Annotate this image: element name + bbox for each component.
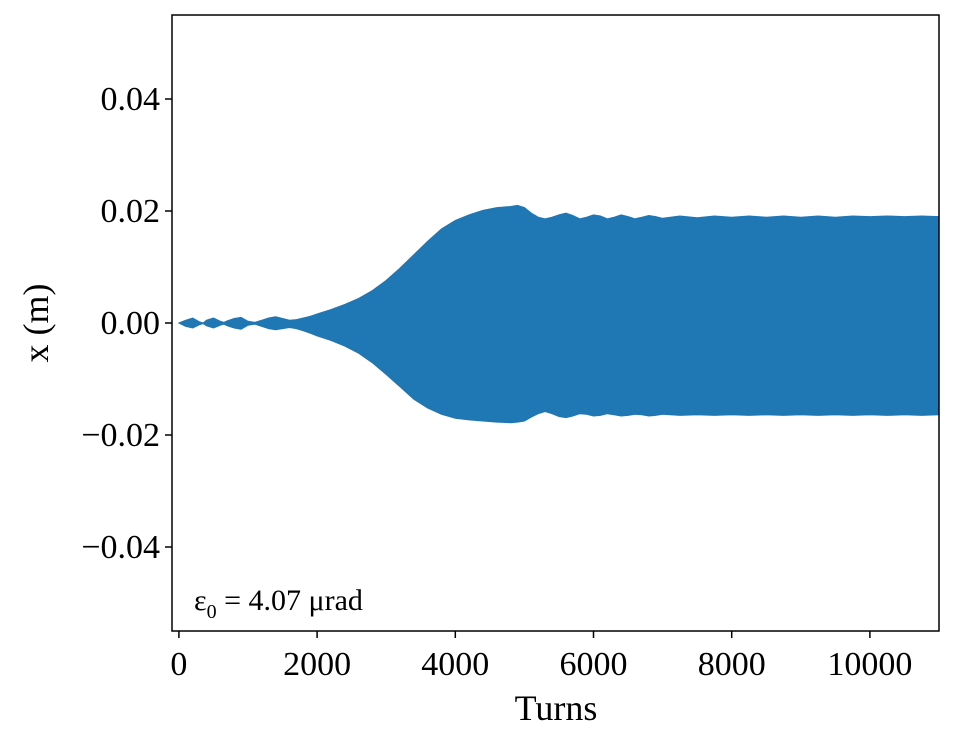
- y-tick-label: 0.04: [101, 81, 161, 118]
- annotation-symbol: ε: [194, 584, 207, 617]
- emittance-annotation: ε0 = 4.07 μrad: [194, 584, 363, 623]
- oscillation-envelope: [177, 204, 939, 424]
- x-axis: 0 2000 4000 6000 8000 10000: [170, 631, 912, 683]
- x-tick-label: 2000: [283, 646, 351, 683]
- y-tick-label: −0.04: [81, 529, 160, 566]
- y-tick-label: −0.02: [81, 417, 160, 454]
- x-tick-label: 0: [170, 646, 187, 683]
- x-axis-title: Turns: [515, 688, 598, 728]
- annotation-value: = 4.07 μrad: [217, 584, 363, 617]
- x-tick-label: 4000: [421, 646, 489, 683]
- x-tick-label: 6000: [560, 646, 628, 683]
- x-tick-label: 8000: [698, 646, 766, 683]
- y-tick-label: 0.00: [101, 305, 161, 342]
- y-tick-label: 0.02: [101, 193, 161, 230]
- y-axis: −0.04 −0.02 0.00 0.02 0.04: [81, 81, 172, 566]
- annotation-subscript: 0: [207, 601, 217, 623]
- y-axis-title: x (m): [16, 284, 56, 363]
- x-tick-label: 10000: [827, 646, 912, 683]
- plot-area: [177, 204, 939, 424]
